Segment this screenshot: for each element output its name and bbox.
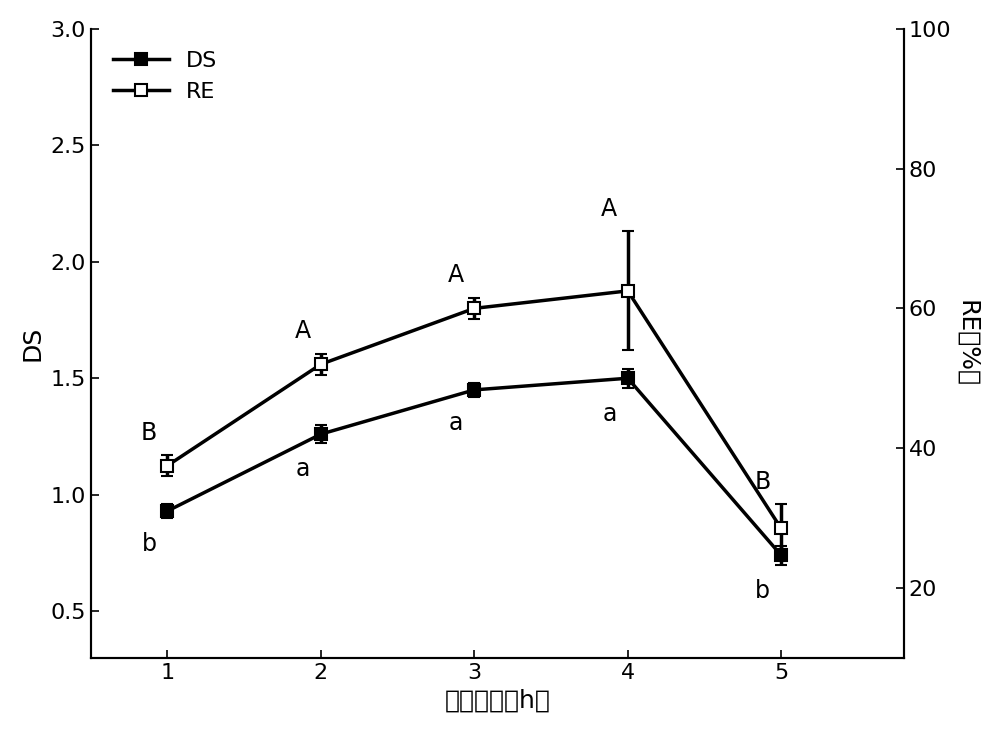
X-axis label: 反应时间（h）: 反应时间（h）	[444, 688, 550, 712]
Text: A: A	[448, 263, 464, 287]
Text: B: B	[755, 470, 771, 493]
Text: b: b	[755, 578, 770, 603]
Text: a: a	[602, 402, 617, 426]
Legend: DS, RE: DS, RE	[102, 40, 229, 114]
Y-axis label: RE（%）: RE（%）	[955, 300, 979, 387]
Text: B: B	[141, 421, 157, 445]
Text: A: A	[601, 197, 617, 221]
Text: a: a	[449, 410, 463, 435]
Text: b: b	[142, 532, 157, 556]
Text: a: a	[295, 457, 310, 482]
Text: A: A	[294, 320, 311, 343]
Y-axis label: DS: DS	[21, 325, 45, 361]
